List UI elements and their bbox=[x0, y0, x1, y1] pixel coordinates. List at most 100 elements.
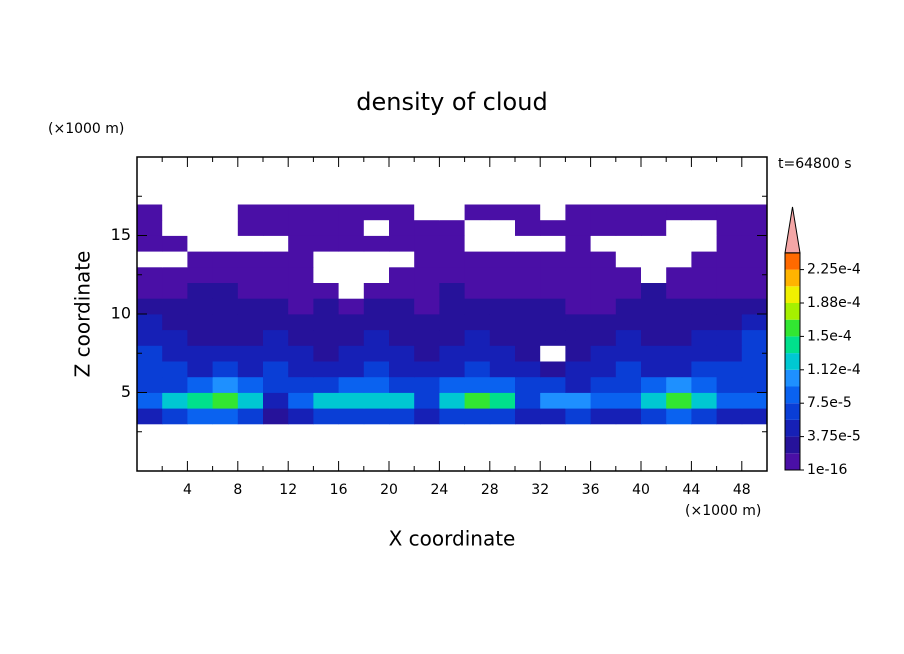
cell bbox=[641, 219, 667, 236]
cell bbox=[540, 219, 566, 236]
cell bbox=[389, 204, 415, 221]
cell bbox=[464, 204, 491, 221]
cell bbox=[515, 361, 541, 378]
cell bbox=[691, 314, 717, 331]
cell bbox=[363, 408, 390, 425]
cell bbox=[313, 345, 339, 362]
cell bbox=[666, 345, 692, 362]
cell bbox=[565, 408, 591, 425]
cell bbox=[464, 282, 491, 299]
cell bbox=[666, 266, 692, 283]
cell bbox=[288, 329, 314, 346]
cell bbox=[439, 188, 465, 205]
cell bbox=[137, 282, 163, 299]
cell bbox=[565, 314, 591, 331]
colorbar-band bbox=[785, 336, 800, 354]
cell bbox=[741, 314, 768, 331]
cell bbox=[741, 251, 768, 268]
cell bbox=[741, 329, 768, 346]
colorbar-band bbox=[785, 436, 800, 454]
cell bbox=[263, 376, 289, 393]
cell bbox=[691, 361, 717, 378]
cell bbox=[590, 314, 617, 331]
cell bbox=[489, 314, 516, 331]
cell bbox=[263, 188, 289, 205]
cell bbox=[363, 361, 390, 378]
cell bbox=[363, 376, 390, 393]
cell bbox=[263, 361, 289, 378]
cell bbox=[263, 204, 289, 221]
cell bbox=[691, 345, 717, 362]
cell bbox=[540, 345, 566, 362]
cell bbox=[641, 314, 667, 331]
x-tick-label: 16 bbox=[330, 482, 348, 498]
cell bbox=[338, 235, 365, 252]
cell bbox=[741, 298, 768, 315]
cell bbox=[212, 345, 239, 362]
cell bbox=[565, 204, 591, 221]
cell bbox=[540, 376, 566, 393]
cell bbox=[540, 188, 566, 205]
cell bbox=[389, 188, 415, 205]
cell bbox=[666, 251, 692, 268]
cell bbox=[187, 345, 213, 362]
cell bbox=[187, 361, 213, 378]
cell bbox=[414, 345, 440, 362]
cell bbox=[237, 188, 264, 205]
colorbar-band bbox=[785, 252, 800, 270]
cell bbox=[137, 376, 163, 393]
cell bbox=[641, 392, 667, 409]
cell bbox=[716, 251, 743, 268]
cell bbox=[565, 235, 591, 252]
cell bbox=[489, 235, 516, 252]
cell bbox=[338, 408, 365, 425]
cell bbox=[540, 314, 566, 331]
cell bbox=[263, 251, 289, 268]
cell bbox=[162, 345, 188, 362]
cell bbox=[212, 219, 239, 236]
cell bbox=[716, 361, 743, 378]
cell bbox=[641, 188, 667, 205]
cell bbox=[590, 408, 617, 425]
annotation: t=64800 s bbox=[778, 156, 852, 172]
cell bbox=[691, 235, 717, 252]
cell bbox=[237, 329, 264, 346]
cell bbox=[363, 251, 390, 268]
cell bbox=[565, 219, 591, 236]
cell bbox=[489, 376, 516, 393]
cell bbox=[691, 376, 717, 393]
cell bbox=[389, 408, 415, 425]
cell bbox=[641, 408, 667, 425]
cell bbox=[691, 204, 717, 221]
cell bbox=[666, 235, 692, 252]
cell bbox=[414, 266, 440, 283]
cell bbox=[389, 392, 415, 409]
cell bbox=[187, 219, 213, 236]
cell bbox=[590, 204, 617, 221]
cell bbox=[338, 376, 365, 393]
cell bbox=[540, 251, 566, 268]
x-tick-label: 44 bbox=[682, 482, 700, 498]
cell bbox=[137, 251, 163, 268]
cell bbox=[338, 251, 365, 268]
cell bbox=[540, 266, 566, 283]
cell bbox=[615, 204, 642, 221]
cell bbox=[615, 329, 642, 346]
cell bbox=[263, 298, 289, 315]
cell bbox=[666, 329, 692, 346]
cell bbox=[666, 392, 692, 409]
colorbar-tick-label: 1.88e-4 bbox=[807, 295, 861, 311]
cell bbox=[212, 266, 239, 283]
cell bbox=[489, 266, 516, 283]
cell bbox=[439, 282, 465, 299]
cell bbox=[363, 188, 390, 205]
cell bbox=[137, 219, 163, 236]
cell bbox=[666, 282, 692, 299]
cell bbox=[515, 376, 541, 393]
colorbar-tick-label: 2.25e-4 bbox=[807, 262, 861, 278]
cell bbox=[691, 298, 717, 315]
cell bbox=[615, 408, 642, 425]
cell bbox=[641, 251, 667, 268]
colorbar-band bbox=[785, 453, 800, 470]
